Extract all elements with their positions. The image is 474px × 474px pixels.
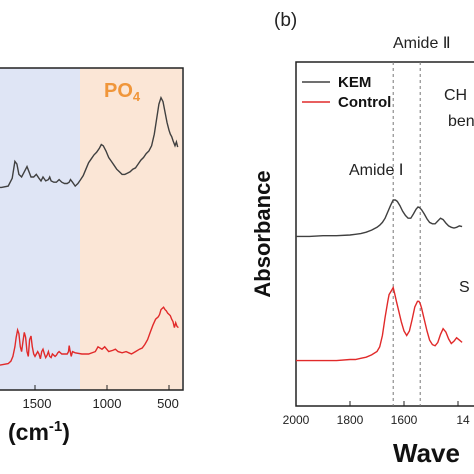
panel-a-x-axis-unit: (cm-1): [8, 418, 70, 445]
panel-a-series: [0, 95, 179, 366]
x-tick-label-1800: 1800: [337, 413, 364, 427]
peak-label-amide-ii: Amide Ⅱ: [393, 35, 451, 52]
x-tick-label-500: 500: [157, 396, 179, 411]
peak-label-s: S: [459, 279, 470, 296]
unit-superscript: -1: [49, 418, 62, 435]
x-tick-label-1500: 1500: [23, 396, 52, 411]
legend-label-control: Control: [338, 94, 391, 111]
panel-b-label: (b): [274, 10, 297, 31]
panel-b-series: [296, 199, 463, 362]
panel-a-x-ticks: 1500 1000 500: [23, 385, 179, 411]
x-tick-label-1400-partial: 14: [456, 413, 470, 427]
x-tick-label-2000: 2000: [283, 413, 310, 427]
peak-label-ben: ben: [448, 113, 474, 130]
po4-main: PO: [104, 80, 133, 102]
peak-label-ch: CH: [444, 87, 467, 104]
x-tick-label-1600: 1600: [391, 413, 418, 427]
po4-label: PO4: [104, 80, 141, 104]
panel-a: PO4 1500 1000 500 (cm-1): [0, 67, 184, 445]
spectrum-line-kem: [296, 199, 463, 238]
panel-b-y-axis-label: Absorbance: [250, 170, 275, 297]
unit-close: ): [62, 419, 70, 445]
panel-a-frame: [0, 67, 184, 391]
panel-b: (b) Amide Ⅱ KEM Control CH ben Amide Ⅰ S…: [250, 10, 474, 468]
spectrum-line-series-1: [0, 95, 179, 189]
legend: KEM Control: [302, 74, 391, 111]
spectrum-line-control: [296, 285, 463, 362]
amide-region-band: [0, 68, 80, 390]
po4-region-band: [80, 68, 182, 390]
panel-b-x-axis-label: Wave: [393, 438, 460, 468]
legend-label-kem: KEM: [338, 74, 371, 91]
po4-subscript: 4: [133, 89, 141, 104]
x-tick-label-1000: 1000: [93, 396, 122, 411]
spectrum-line-series-2: [0, 306, 179, 366]
panel-b-frame: [295, 61, 474, 407]
panel-b-x-ticks: 2000 1800 1600 14: [283, 401, 470, 427]
peak-label-amide-i: Amide Ⅰ: [349, 162, 404, 179]
